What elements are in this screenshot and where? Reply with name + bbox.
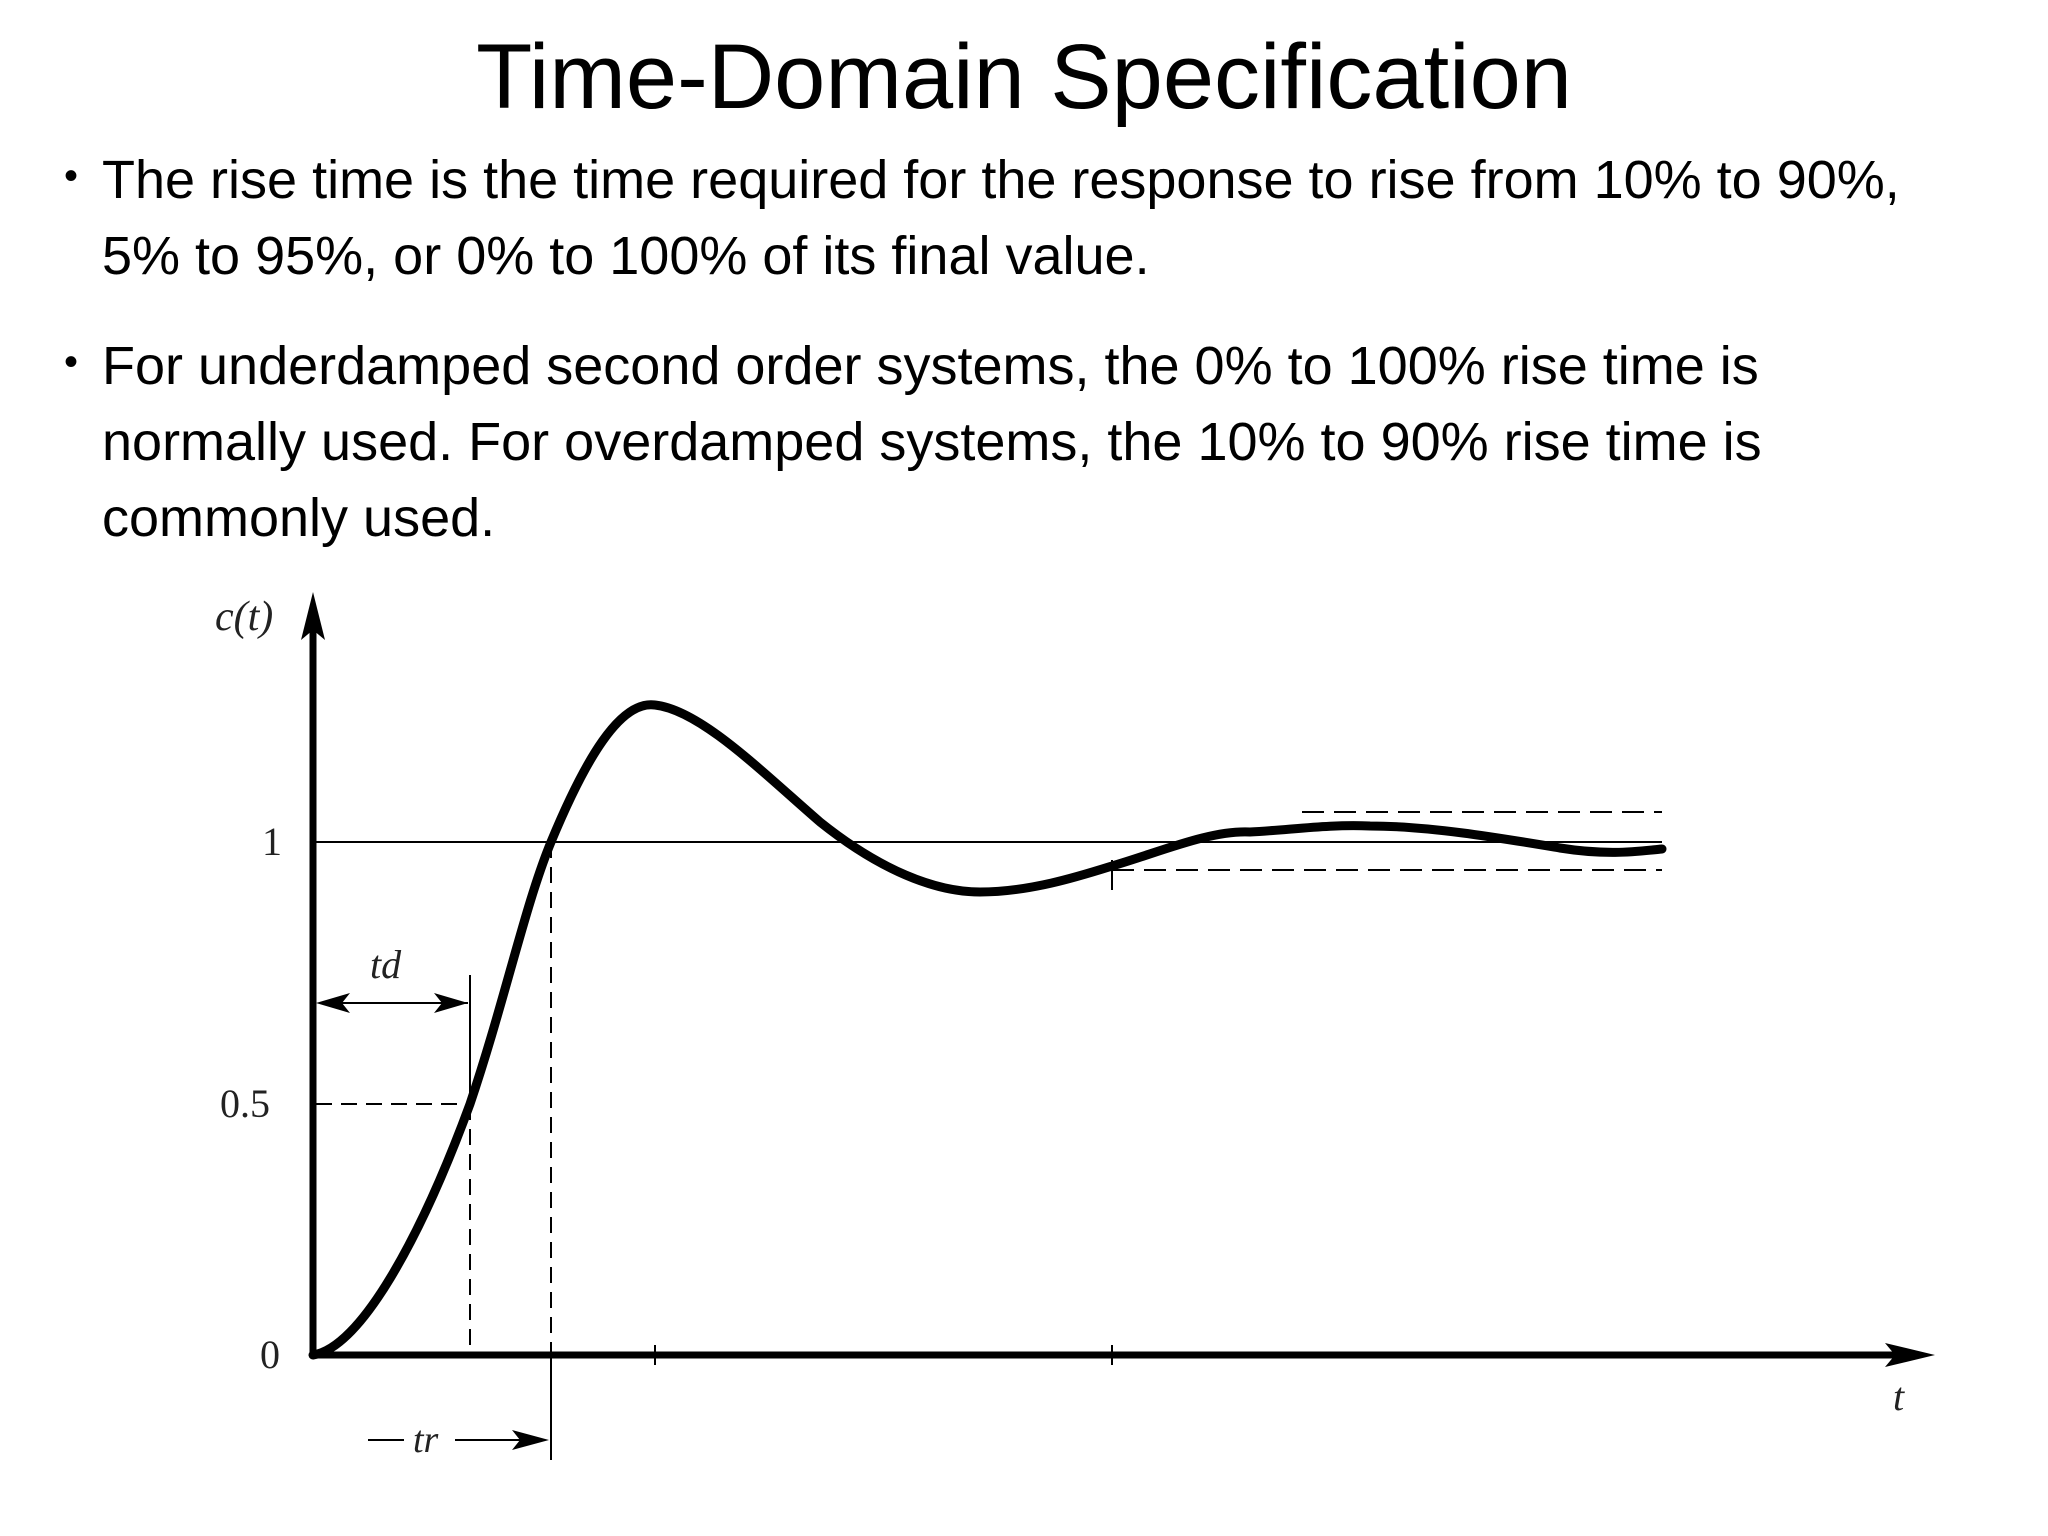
y-tick-label-0: 0 — [260, 1332, 280, 1377]
bullet-text: The rise time is the time required for t… — [102, 150, 1900, 286]
bullet-rise-time-usage: • For underdamped second order systems, … — [60, 328, 1950, 556]
step-response-curve — [308, 700, 1667, 1360]
bullet-list: • The rise time is the time required for… — [60, 142, 1950, 556]
y-axis-arrow-icon — [301, 592, 325, 640]
y-tick-label-0-5: 0.5 — [220, 1081, 270, 1126]
y-tick-label-1: 1 — [262, 819, 282, 864]
delay-time-arrow-right-icon — [434, 993, 468, 1013]
bullet-dot-icon: • — [64, 154, 79, 198]
delay-time-arrow-left-icon — [316, 993, 350, 1013]
bullet-rise-time-definition: • The rise time is the time required for… — [60, 142, 1950, 294]
x-axis-label: t — [1893, 1374, 1905, 1419]
rise-time-label: tr — [413, 1419, 439, 1461]
rise-time-arrow-icon — [512, 1430, 549, 1450]
bullet-text: For underdamped second order systems, th… — [102, 336, 1762, 548]
delay-time-label: td — [370, 942, 402, 987]
bullet-dot-icon: • — [64, 340, 79, 384]
x-axis-arrow-icon — [1885, 1343, 1935, 1367]
slide-title: Time-Domain Specification — [476, 26, 1572, 128]
y-axis-label: c(t) — [215, 594, 273, 640]
